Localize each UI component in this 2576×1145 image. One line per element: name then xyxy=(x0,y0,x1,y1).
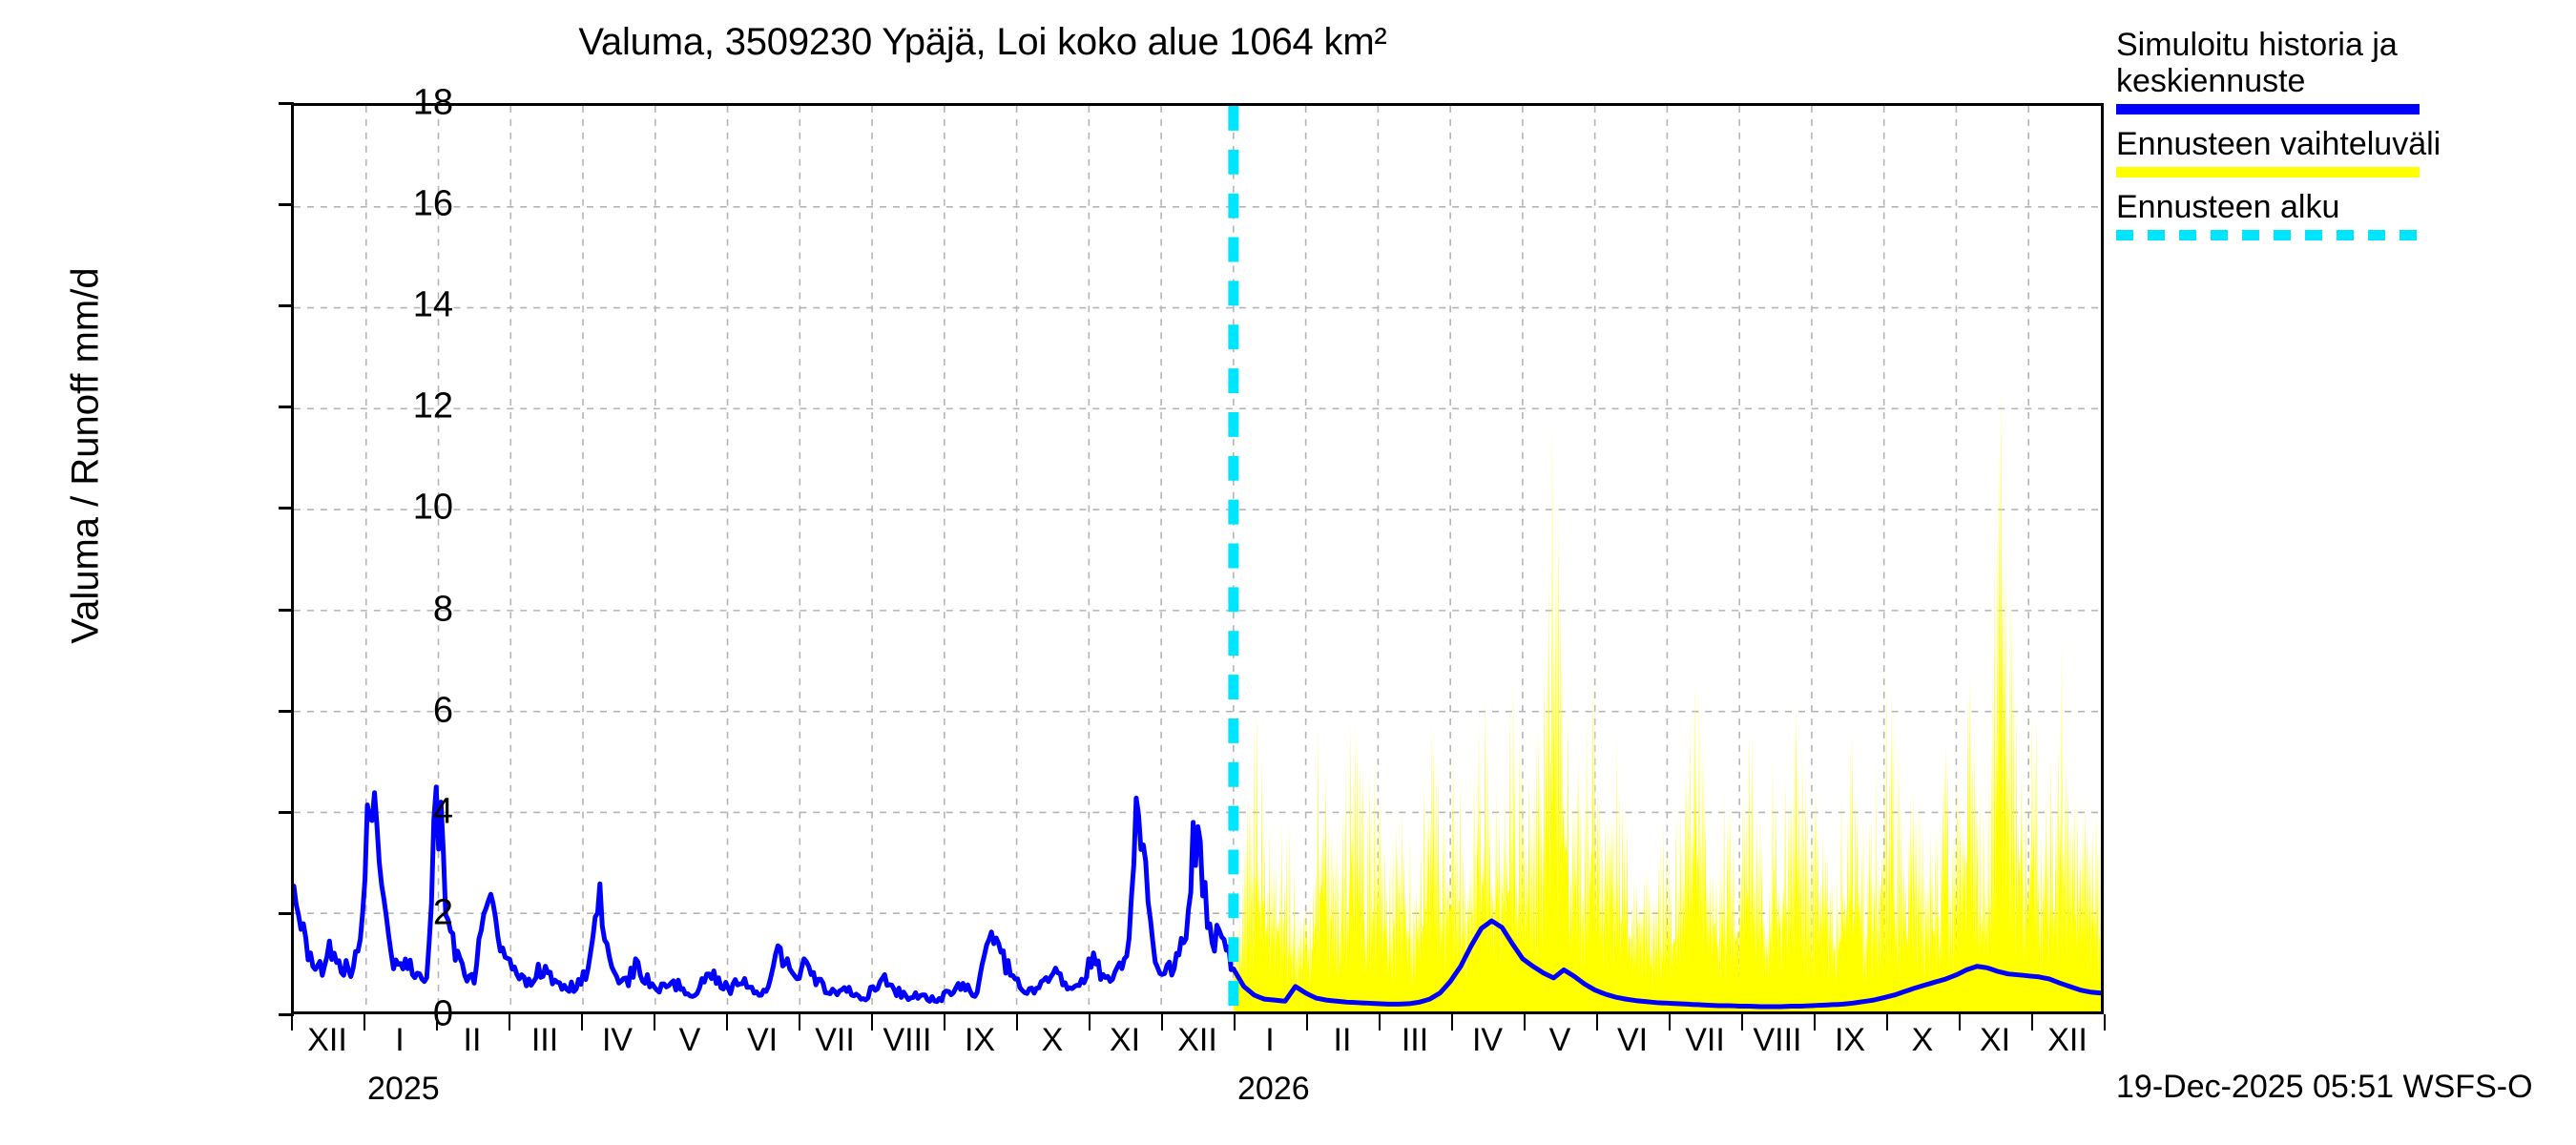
y-tick-mark xyxy=(279,102,294,105)
x-month-label: VIII xyxy=(883,1022,932,1058)
y-tick-label: 4 xyxy=(432,791,453,832)
x-tick-mark xyxy=(1234,1014,1236,1030)
x-tick-mark xyxy=(581,1014,583,1030)
x-tick-mark xyxy=(1669,1014,1671,1030)
y-tick-mark xyxy=(279,810,294,814)
x-tick-mark xyxy=(944,1014,945,1030)
x-tick-mark xyxy=(1959,1014,1961,1030)
x-tick-mark xyxy=(509,1014,510,1030)
x-tick-mark xyxy=(1886,1014,1888,1030)
footer-timestamp: 19-Dec-2025 05:51 WSFS-O xyxy=(2116,1069,2533,1105)
x-tick-mark xyxy=(799,1014,800,1030)
x-month-label: V xyxy=(678,1022,701,1058)
y-tick-mark xyxy=(279,608,294,612)
legend-swatch-dashed xyxy=(2116,230,2420,240)
page-title: Valuma, 3509230 Ypäjä, Loi koko alue 106… xyxy=(578,21,1387,63)
y-tick-label: 16 xyxy=(412,183,453,224)
x-month-label: VI xyxy=(1616,1022,1649,1058)
x-month-label: X xyxy=(1041,1022,1064,1058)
x-month-label: XII xyxy=(1177,1022,1217,1058)
forecast-start-marker xyxy=(1228,106,1239,1011)
x-tick-mark xyxy=(1741,1014,1743,1030)
legend: Simuloitu historia ja keskiennuste Ennuste… xyxy=(2116,27,2574,252)
x-month-label: XI xyxy=(1109,1022,1141,1058)
x-tick-mark xyxy=(364,1014,365,1030)
x-month-label: IV xyxy=(601,1022,634,1058)
x-tick-mark xyxy=(1379,1014,1381,1030)
plot-area xyxy=(291,103,2104,1014)
legend-label: Ennusteen vaihteluväli xyxy=(2116,126,2441,162)
x-tick-mark xyxy=(871,1014,873,1030)
legend-swatch-line xyxy=(2116,104,2420,114)
x-tick-mark xyxy=(291,1014,293,1030)
x-month-label: IV xyxy=(1471,1022,1504,1058)
data-series-layer xyxy=(294,383,2101,1011)
x-month-label: VII xyxy=(1685,1022,1725,1058)
y-tick-mark xyxy=(279,709,294,713)
legend-entry: Ennusteen vaihteluväli xyxy=(2116,126,2574,177)
legend-label: Simuloitu historia ja xyxy=(2116,27,2398,63)
y-tick-label: 14 xyxy=(412,284,453,325)
x-tick-mark xyxy=(1089,1014,1091,1030)
y-tick-mark xyxy=(279,203,294,207)
x-tick-mark xyxy=(436,1014,438,1030)
x-month-label: VI xyxy=(746,1022,779,1058)
y-tick-mark xyxy=(279,406,294,409)
x-tick-mark xyxy=(2104,1014,2106,1030)
y-tick-mark xyxy=(279,304,294,308)
y-tick-label: 0 xyxy=(432,993,453,1034)
y-tick-label: 12 xyxy=(412,385,453,427)
x-year-label: 2026 xyxy=(1237,1071,1310,1107)
y-axis-label: Valuma / Runoff mm/d xyxy=(64,267,107,644)
x-tick-mark xyxy=(1814,1014,1816,1030)
legend-label-continued: keskiennuste xyxy=(2116,63,2306,99)
x-month-label: III xyxy=(530,1022,559,1058)
x-month-label: I xyxy=(1265,1022,1275,1058)
y-tick-label: 2 xyxy=(432,892,453,933)
x-tick-mark xyxy=(726,1014,728,1030)
legend-entry: Ennusteen alku xyxy=(2116,189,2574,240)
y-tick-mark xyxy=(279,911,294,915)
x-month-label: V xyxy=(1548,1022,1571,1058)
y-tick-label: 8 xyxy=(432,589,453,630)
x-month-label: XI xyxy=(1979,1022,2011,1058)
y-tick-label: 6 xyxy=(432,690,453,731)
x-tick-mark xyxy=(1016,1014,1018,1030)
legend-entry: Simuloitu historia ja keskiennuste xyxy=(2116,27,2574,114)
x-month-label: VIII xyxy=(1753,1022,1802,1058)
y-tick-mark xyxy=(279,1013,294,1016)
legend-swatch-band xyxy=(2116,167,2420,177)
x-tick-mark xyxy=(1306,1014,1308,1030)
x-tick-mark xyxy=(1161,1014,1163,1030)
x-month-label: IX xyxy=(964,1022,996,1058)
x-month-label: II xyxy=(1333,1022,1352,1058)
y-tick-label: 18 xyxy=(412,82,453,123)
x-tick-mark xyxy=(654,1014,655,1030)
x-month-label: I xyxy=(395,1022,405,1058)
y-tick-mark xyxy=(279,507,294,510)
x-month-label: XII xyxy=(307,1022,347,1058)
x-tick-mark xyxy=(1524,1014,1526,1030)
x-month-label: III xyxy=(1401,1022,1429,1058)
legend-label: Ennusteen alku xyxy=(2116,189,2340,225)
x-year-label: 2025 xyxy=(367,1071,440,1107)
x-month-label: IX xyxy=(1834,1022,1866,1058)
x-tick-mark xyxy=(1451,1014,1453,1030)
x-tick-mark xyxy=(2031,1014,2033,1030)
x-month-label: VII xyxy=(815,1022,855,1058)
x-month-label: II xyxy=(463,1022,482,1058)
y-tick-label: 10 xyxy=(412,487,453,528)
x-tick-mark xyxy=(1596,1014,1598,1030)
x-month-label: X xyxy=(1911,1022,1934,1058)
x-month-label: XII xyxy=(2047,1022,2088,1058)
